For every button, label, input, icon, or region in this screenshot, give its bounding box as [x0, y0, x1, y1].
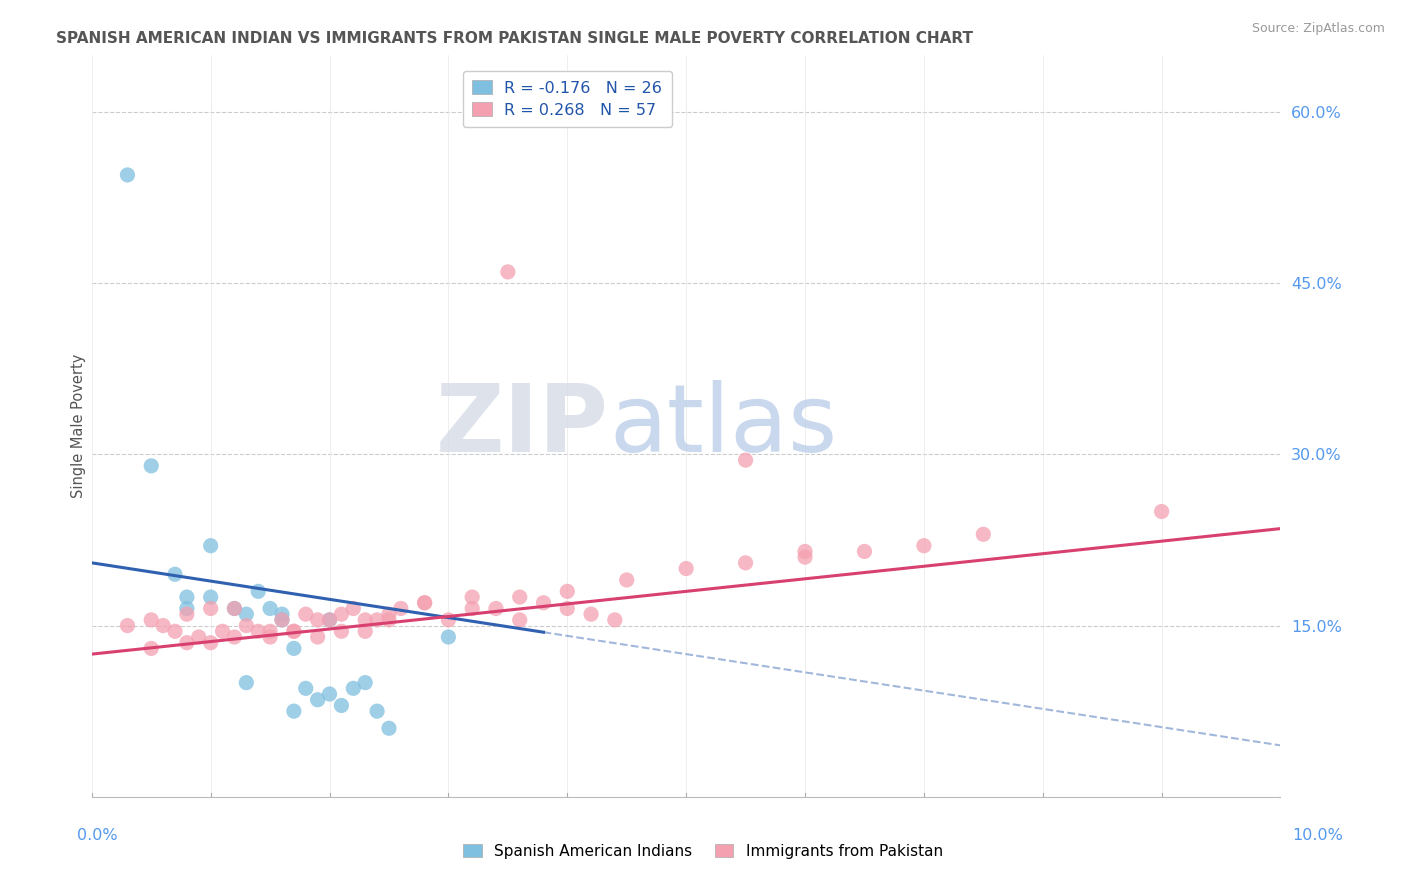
Point	[378, 607, 401, 622]
Point	[437, 613, 460, 627]
Point	[152, 618, 174, 632]
Point	[176, 607, 198, 622]
Point	[307, 630, 329, 644]
Point	[271, 613, 294, 627]
Point	[675, 561, 697, 575]
Point	[259, 624, 281, 639]
Point	[211, 624, 233, 639]
Point	[318, 613, 340, 627]
Point	[224, 630, 246, 644]
Text: 0.0%: 0.0%	[77, 828, 118, 843]
Point	[141, 641, 163, 656]
Point	[163, 567, 186, 582]
Point	[366, 704, 388, 718]
Text: 10.0%: 10.0%	[1292, 828, 1343, 843]
Point	[235, 618, 257, 632]
Point	[141, 458, 163, 473]
Point	[330, 607, 353, 622]
Point	[330, 624, 353, 639]
Point	[342, 601, 364, 615]
Point	[509, 613, 531, 627]
Point	[307, 613, 329, 627]
Point	[413, 596, 436, 610]
Point	[461, 590, 484, 604]
Point	[533, 596, 555, 610]
Point	[972, 527, 994, 541]
Point	[853, 544, 876, 558]
Point	[318, 687, 340, 701]
Text: SPANISH AMERICAN INDIAN VS IMMIGRANTS FROM PAKISTAN SINGLE MALE POVERTY CORRELAT: SPANISH AMERICAN INDIAN VS IMMIGRANTS FR…	[56, 31, 973, 46]
Point	[378, 721, 401, 735]
Point	[342, 681, 364, 696]
Point	[176, 590, 198, 604]
Point	[307, 692, 329, 706]
Point	[485, 601, 508, 615]
Point	[117, 618, 139, 632]
Point	[187, 630, 209, 644]
Point	[734, 556, 756, 570]
Text: atlas: atlas	[609, 380, 837, 472]
Point	[163, 624, 186, 639]
Point	[200, 601, 222, 615]
Point	[1150, 504, 1173, 518]
Point	[259, 601, 281, 615]
Point	[912, 539, 935, 553]
Point	[224, 601, 246, 615]
Legend: Spanish American Indians, Immigrants from Pakistan: Spanish American Indians, Immigrants fro…	[457, 838, 949, 864]
Point	[283, 624, 305, 639]
Point	[200, 636, 222, 650]
Point	[141, 613, 163, 627]
Point	[283, 624, 305, 639]
Point	[283, 641, 305, 656]
Point	[413, 596, 436, 610]
Point	[794, 544, 817, 558]
Point	[318, 613, 340, 627]
Point	[330, 698, 353, 713]
Point	[354, 675, 377, 690]
Point	[734, 453, 756, 467]
Point	[176, 636, 198, 650]
Point	[176, 601, 198, 615]
Point	[294, 681, 316, 696]
Point	[616, 573, 638, 587]
Point	[271, 607, 294, 622]
Point	[235, 607, 257, 622]
Point	[555, 584, 578, 599]
Point	[437, 630, 460, 644]
Point	[200, 539, 222, 553]
Point	[603, 613, 626, 627]
Point	[378, 613, 401, 627]
Legend: R = -0.176   N = 26, R = 0.268   N = 57: R = -0.176 N = 26, R = 0.268 N = 57	[463, 70, 672, 128]
Y-axis label: Single Male Poverty: Single Male Poverty	[72, 354, 86, 498]
Point	[366, 613, 388, 627]
Text: Source: ZipAtlas.com: Source: ZipAtlas.com	[1251, 22, 1385, 36]
Point	[794, 550, 817, 565]
Point	[496, 265, 519, 279]
Point	[271, 613, 294, 627]
Point	[259, 630, 281, 644]
Text: ZIP: ZIP	[436, 380, 609, 472]
Point	[247, 624, 270, 639]
Point	[224, 601, 246, 615]
Point	[283, 704, 305, 718]
Point	[235, 675, 257, 690]
Point	[354, 624, 377, 639]
Point	[579, 607, 602, 622]
Point	[389, 601, 412, 615]
Point	[354, 613, 377, 627]
Point	[509, 590, 531, 604]
Point	[247, 584, 270, 599]
Point	[117, 168, 139, 182]
Point	[200, 590, 222, 604]
Point	[555, 601, 578, 615]
Point	[294, 607, 316, 622]
Point	[461, 601, 484, 615]
